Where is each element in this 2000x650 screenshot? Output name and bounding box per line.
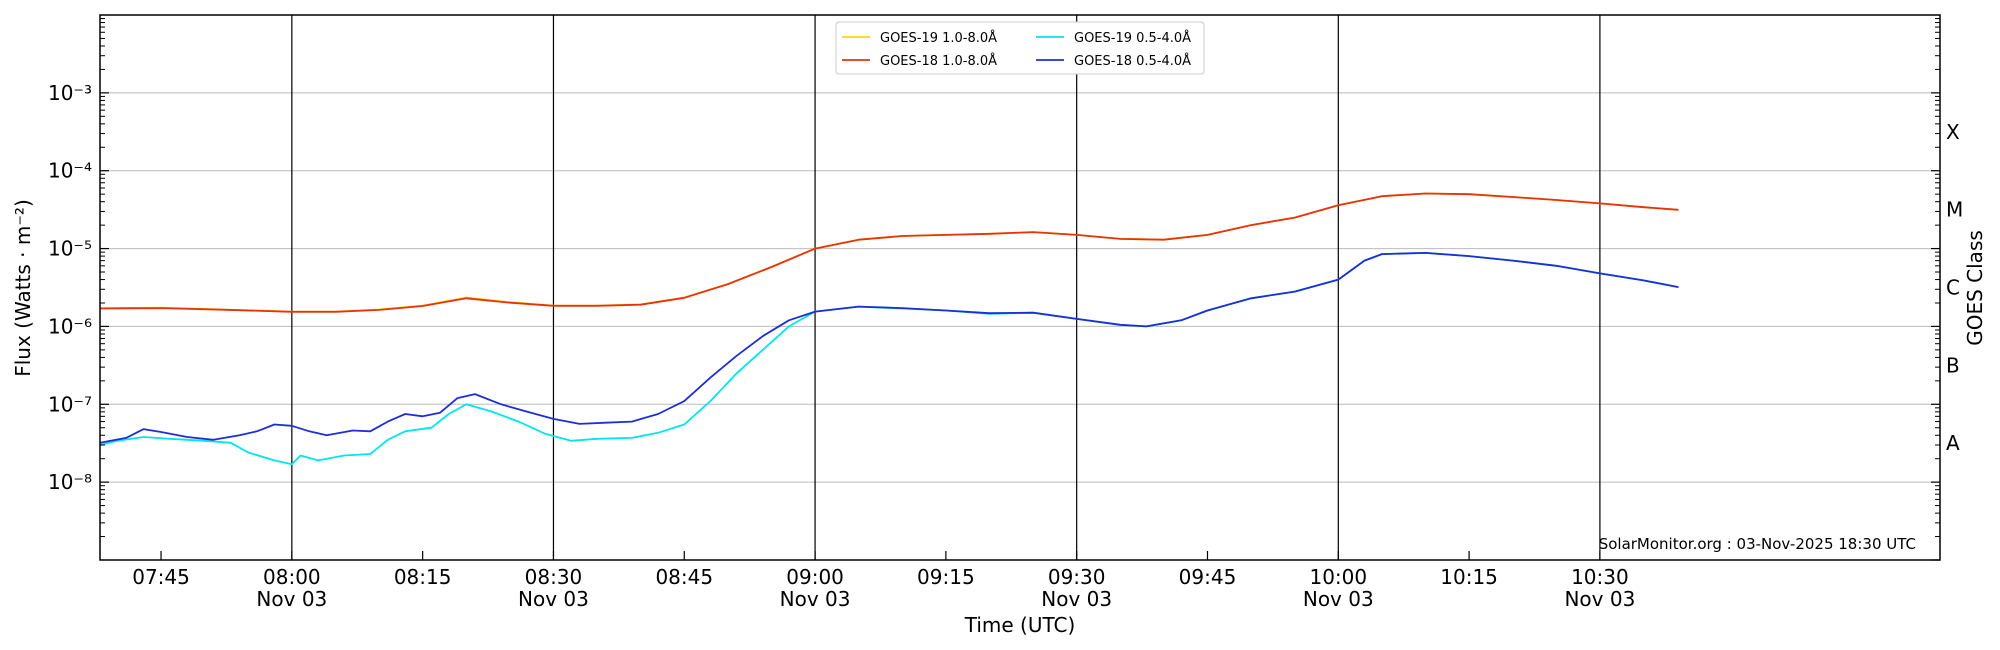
y-tick-label: 10⁻⁵ — [48, 237, 92, 261]
x-tick-date-label: Nov 03 — [256, 587, 327, 611]
credit-text: SolarMonitor.org : 03-Nov-2025 18:30 UTC — [1599, 535, 1916, 553]
x-tick-date-label: Nov 03 — [1041, 587, 1112, 611]
plot-frame — [99, 14, 1941, 561]
x-tick-date-label: Nov 03 — [1303, 587, 1374, 611]
goes-class-label: M — [1946, 198, 1963, 222]
x-tick-label: 10:30 — [1571, 565, 1629, 589]
y-tick-label: 10⁻⁴ — [48, 159, 92, 183]
x-tick-label: 08:30 — [525, 565, 583, 589]
x-tick-label: 10:15 — [1440, 565, 1498, 589]
goes-class-label: A — [1946, 431, 1960, 455]
legend-label: GOES-18 0.5-4.0Å — [1074, 53, 1191, 69]
series-lines — [99, 192, 1679, 466]
y-tick-label: 10⁻⁶ — [48, 314, 92, 338]
x-tick-label: 08:15 — [394, 565, 452, 589]
legend: GOES-19 1.0-8.0Å GOES-18 1.0-8.0Å GOES-19 … — [835, 21, 1205, 75]
y-tick-label: 10⁻⁷ — [48, 392, 92, 416]
goes-class-label: C — [1946, 276, 1960, 300]
day-marker-lines — [291, 15, 1601, 560]
goes-class-label: B — [1946, 353, 1960, 377]
x-axis-label: Time (UTC) — [964, 613, 1076, 637]
legend-label: GOES-19 1.0-8.0Å — [880, 30, 997, 46]
x-tick-label: 08:00 — [263, 565, 321, 589]
y-axis: 10⁻⁸ 10⁻⁷ 10⁻⁶ 10⁻⁵ 10⁻⁴ 10⁻³ — [48, 18, 1940, 561]
goes-class-axis: A B C M X — [1946, 120, 1963, 455]
x-tick-label: 09:30 — [1048, 565, 1106, 589]
grid-lines — [100, 92, 1940, 483]
x-tick-label: 08:45 — [655, 565, 713, 589]
x-tick-date-label: Nov 03 — [780, 587, 851, 611]
x-tick-label: 07:45 — [132, 565, 190, 589]
legend-label: GOES-19 0.5-4.0Å — [1074, 30, 1191, 46]
x-tick-date-label: Nov 03 — [1564, 587, 1635, 611]
legend-box — [835, 21, 1205, 75]
goes-class-label: X — [1946, 120, 1960, 144]
x-tick-label: 09:15 — [917, 565, 975, 589]
x-tick-label: 09:00 — [786, 565, 844, 589]
x-tick-label: 09:45 — [1179, 565, 1237, 589]
y-axis-label: Flux (Watts · m⁻²) — [11, 199, 35, 377]
y-tick-label: 10⁻³ — [48, 81, 92, 105]
series-line-4 — [99, 251, 1679, 444]
x-tick-date-label: Nov 03 — [518, 587, 589, 611]
x-tick-label: 10:00 — [1309, 565, 1367, 589]
y-tick-label: 10⁻⁸ — [48, 470, 92, 494]
legend-label: GOES-18 1.0-8.0Å — [880, 53, 997, 69]
series-line-2 — [99, 192, 1679, 313]
goes-class-axis-label: GOES Class — [1963, 230, 1987, 346]
